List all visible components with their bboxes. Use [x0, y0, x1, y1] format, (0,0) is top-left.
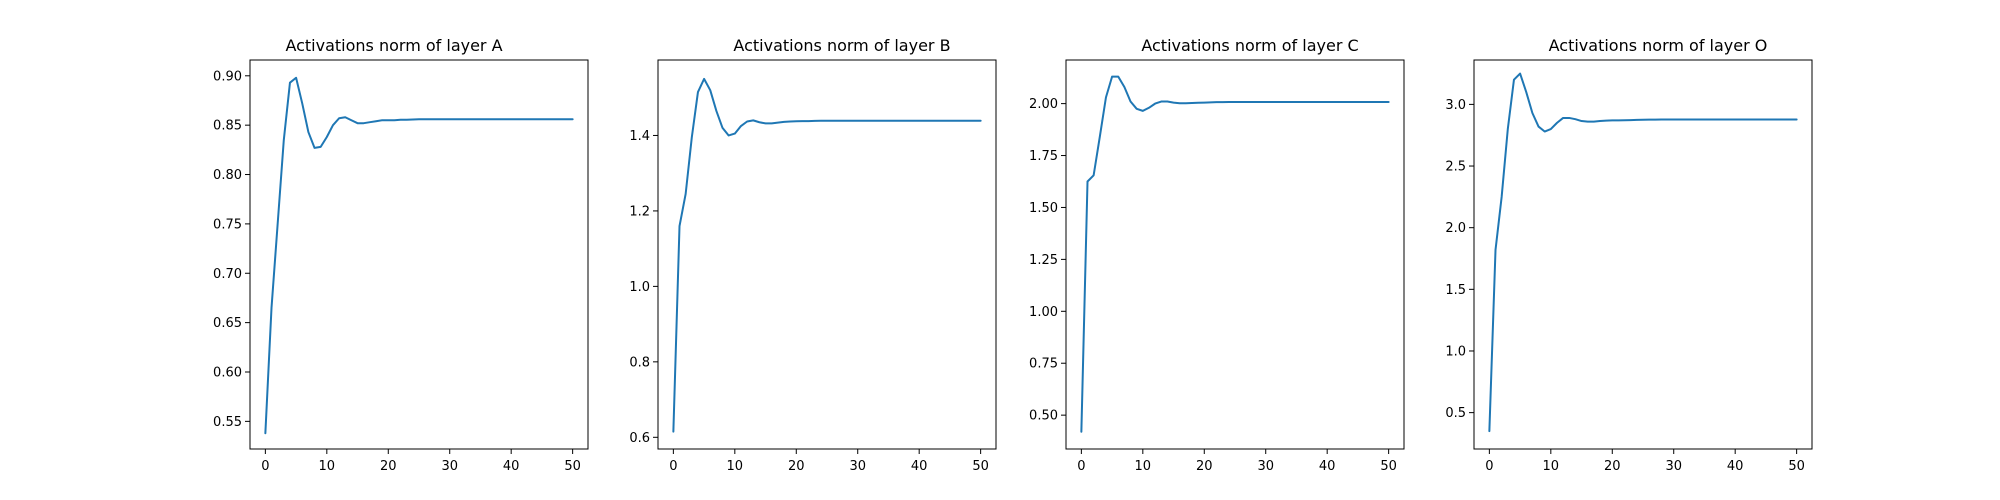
y-tick-label: 0.65 — [213, 316, 242, 331]
series-layer — [672, 77, 982, 433]
y-tick-label: 0.90 — [213, 69, 242, 84]
x-tick-label: 0 — [1077, 459, 1085, 474]
y-tick-label: 0.80 — [213, 168, 242, 183]
y-tick-label: 2.0 — [1445, 221, 1466, 236]
series-line — [1080, 75, 1390, 433]
x-tick-label: 50 — [972, 459, 989, 474]
chart-title: Activations norm of layer O — [1549, 36, 1768, 55]
y-tick-label: 1.0 — [1445, 344, 1466, 359]
y-tick-label: 0.60 — [213, 365, 242, 380]
x-tick-label: 50 — [1788, 459, 1805, 474]
series-layer — [1488, 72, 1798, 433]
y-tick-label: 1.5 — [1445, 283, 1466, 298]
x-tick-label: 50 — [1380, 459, 1397, 474]
tick-layer: 0 10 20 30 40 50 0.55 0.60 0.65 0.70 0.75 0.80 0.85 0… — [213, 69, 581, 474]
axes-frame — [1065, 59, 1405, 450]
y-tick-label: 0.75 — [213, 217, 242, 232]
y-tick-label: 1.25 — [1029, 253, 1058, 268]
x-tick-label: 10 — [1543, 459, 1560, 474]
y-tick-label: 0.70 — [213, 267, 242, 282]
y-tick-label: 1.75 — [1029, 149, 1058, 164]
subplot-layer-a: Activations norm of layer A 0 10 20 30 40 500… — [213, 36, 589, 474]
x-tick-label: 0 — [261, 459, 269, 474]
y-tick-label: 1.00 — [1029, 305, 1058, 320]
x-tick-label: 10 — [319, 459, 336, 474]
axes-frame — [657, 59, 997, 450]
y-tick-label: 1.50 — [1029, 201, 1058, 216]
series-line — [264, 76, 574, 435]
x-tick-label: 20 — [1196, 459, 1213, 474]
x-tick-label: 30 — [441, 459, 458, 474]
series-line — [672, 77, 982, 433]
y-tick-label: 1.2 — [629, 204, 650, 219]
x-tick-label: 50 — [564, 459, 581, 474]
x-tick-label: 30 — [1257, 459, 1274, 474]
series-line — [1488, 72, 1798, 433]
x-tick-label: 0 — [669, 459, 677, 474]
x-tick-label: 20 — [1604, 459, 1621, 474]
x-tick-label: 40 — [1727, 459, 1744, 474]
tick-layer: 0 10 20 30 40 50 0.5 1.0 1.5 2.0 2.5 3.0 — [1445, 98, 1805, 474]
x-tick-label: 40 — [911, 459, 928, 474]
tick-layer: 0 10 20 30 40 50 0.50 0.75 1.00 1.25 1.50 1.75 2.00 — [1029, 97, 1397, 474]
chart-title: Activations norm of layer C — [1141, 36, 1358, 55]
x-tick-label: 10 — [1135, 459, 1152, 474]
subplot-layer-o: Activations norm of layer O 0 10 20 30 40 500… — [1445, 36, 1813, 474]
axes-frame — [249, 59, 589, 450]
y-tick-label: 2.5 — [1445, 160, 1466, 175]
series-layer — [264, 76, 574, 435]
x-tick-label: 10 — [727, 459, 744, 474]
series-layer — [1080, 75, 1390, 433]
axes-frame — [1473, 59, 1813, 450]
x-tick-label: 20 — [788, 459, 805, 474]
y-tick-label: 0.8 — [629, 355, 650, 370]
x-tick-label: 30 — [1665, 459, 1682, 474]
y-tick-label: 0.50 — [1029, 409, 1058, 424]
subplot-layer-c: Activations norm of layer C 0 10 20 30 40 500… — [1029, 36, 1405, 474]
y-tick-label: 3.0 — [1445, 98, 1466, 113]
y-tick-label: 2.00 — [1029, 97, 1058, 112]
y-tick-label: 0.85 — [213, 119, 242, 134]
chart-title: Activations norm of layer B — [733, 36, 950, 55]
y-tick-label: 1.0 — [629, 280, 650, 295]
y-tick-label: 0.55 — [213, 415, 242, 430]
subplot-layer-b: Activations norm of layer B 0 10 20 30 40 500… — [629, 36, 997, 474]
x-tick-label: 0 — [1485, 459, 1493, 474]
x-tick-label: 20 — [380, 459, 397, 474]
y-tick-label: 1.4 — [629, 129, 650, 144]
x-tick-label: 40 — [503, 459, 520, 474]
y-tick-label: 0.75 — [1029, 357, 1058, 372]
y-tick-label: 0.5 — [1445, 406, 1466, 421]
x-tick-label: 40 — [1319, 459, 1336, 474]
x-tick-label: 30 — [849, 459, 866, 474]
tick-layer: 0 10 20 30 40 50 0.6 0.8 1.0 1.2 1.4 — [629, 129, 989, 474]
y-tick-label: 0.6 — [629, 431, 650, 446]
chart-title: Activations norm of layer A — [285, 36, 502, 55]
